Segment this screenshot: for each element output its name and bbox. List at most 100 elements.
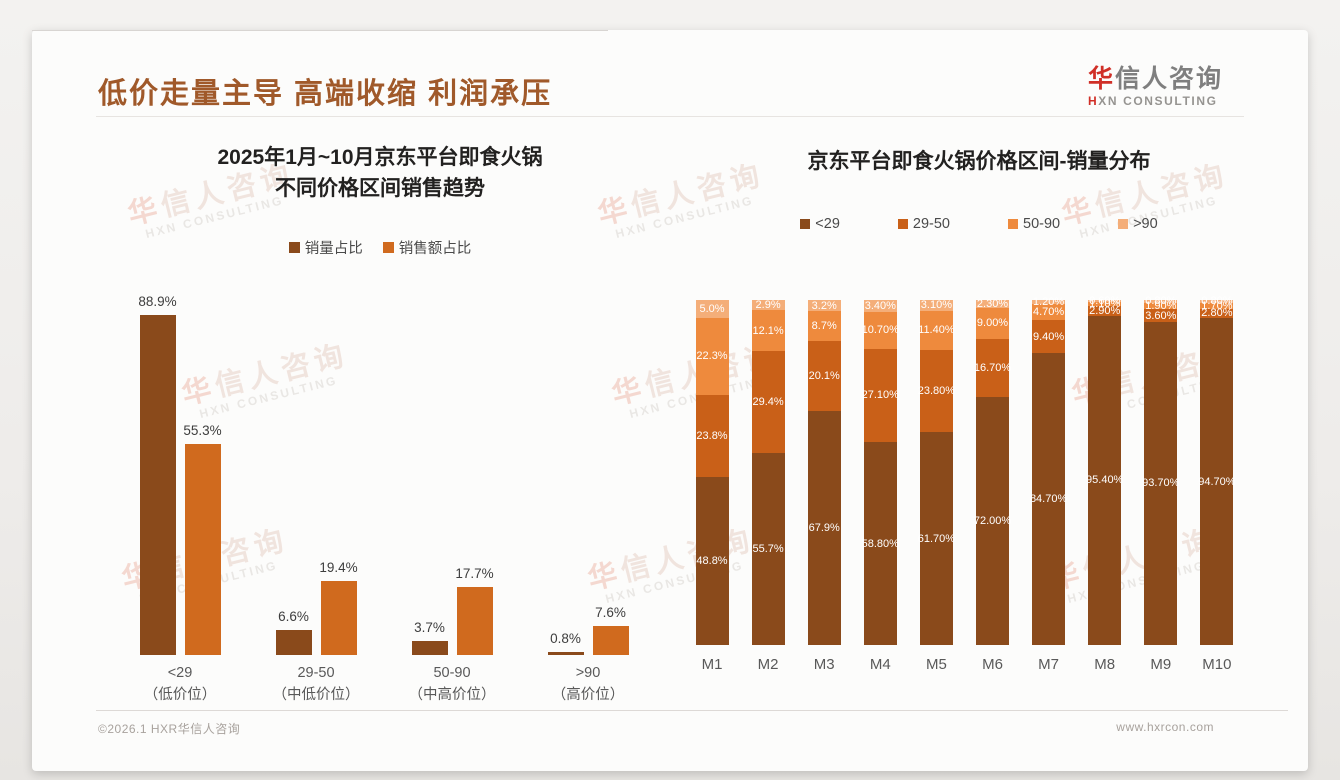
legend-swatch: [1008, 219, 1018, 229]
segment-value-label: 0.60%: [1089, 295, 1121, 308]
segment-value-label: 0.80%: [1201, 295, 1233, 308]
stacked-bar-segment: [919, 310, 953, 351]
month-label: M10: [1202, 656, 1232, 673]
stacked-bar-segment: [695, 317, 729, 395]
category-label-tier: （低价位）: [143, 687, 217, 703]
legend-swatch: [897, 219, 908, 229]
stacked-bar-segment: [976, 396, 1009, 645]
bar-value-label: 6.6%: [278, 608, 309, 624]
left-chart-title-line1: 2025年1月~10月京东平台即食火锅: [217, 146, 543, 169]
segment-value-label: 2.80%: [1201, 307, 1233, 320]
stacked-bar-segment: [1032, 300, 1066, 305]
right-chart-plot: 48.8% 23.8% 22.3% 5.0% M1 55.7% 29.4% 12.1% 2.9%…: [32, 30, 1308, 771]
segment-value-label: 61.70%: [917, 532, 956, 545]
stacked-bar-segment: [863, 311, 897, 349]
brand-logo-en-accent: H: [1088, 94, 1099, 108]
legend-label: 50-90: [1023, 216, 1061, 232]
segment-value-label: 1.20%: [1032, 296, 1065, 309]
bar: [139, 315, 176, 655]
category-label: 50-90 （中高价位）: [409, 662, 496, 706]
stacked-bar-segment: [695, 394, 729, 477]
segment-value-label: 3.40%: [864, 299, 896, 312]
stacked-bar-segment: [1088, 305, 1122, 316]
segment-value-label: 9.00%: [976, 317, 1009, 330]
legend-swatch: [288, 242, 300, 253]
segment-value-label: 55.7%: [752, 542, 784, 555]
brand-logo: 华信人咨询 HXN CONSULTING: [1088, 64, 1248, 109]
page-title: 低价走量主导 高端收缩 利润承压: [98, 78, 553, 110]
legend-swatch: [800, 219, 811, 229]
month-label: M9: [1150, 656, 1172, 673]
legend-label: >90: [1133, 216, 1158, 232]
month-label: M2: [757, 656, 779, 673]
bar: [411, 640, 448, 655]
month-label: M6: [982, 656, 1003, 673]
legend-label: 29-50: [912, 216, 950, 232]
segment-value-label: 29.4%: [752, 396, 784, 409]
brand-logo-chinese: 华信人咨询: [1088, 64, 1248, 94]
segment-value-label: 23.80%: [917, 385, 956, 398]
category-label-tier: （中低价位）: [272, 687, 360, 703]
category-label-range: 50-90: [433, 665, 471, 681]
stacked-bar-segment: [1144, 302, 1178, 310]
stacked-bar-segment: [1200, 308, 1234, 319]
left-chart-plot: 88.9% 55.3% <29 （低价位） 6.6% 19.4% 29-50 （中低价位） 3.…: [32, 30, 1308, 771]
footer-divider: [96, 710, 1288, 711]
segment-value-label: 2.30%: [976, 297, 1009, 310]
bar: [320, 580, 357, 655]
category-label-range: >90: [575, 665, 601, 681]
footer-website: www.hxrcon.com: [1116, 720, 1214, 734]
legend-label: 销量占比: [304, 241, 363, 257]
category-label-tier: （高价位）: [551, 687, 625, 703]
stacked-bar-segment: [1032, 304, 1066, 321]
bar: [184, 443, 221, 655]
right-chart-legend: <29 29-50 50-90 >90: [690, 216, 1268, 232]
bar-value-label: 7.6%: [595, 604, 626, 620]
category-label: <29 （低价位）: [144, 662, 217, 706]
stacked-bar-segment: [1200, 302, 1234, 309]
bar: [592, 625, 629, 655]
stacked-bar-segment: [1144, 309, 1178, 322]
brand-logo-zh-accent: 华: [1088, 65, 1116, 93]
stacked-bar-segment: [1200, 318, 1234, 645]
left-chart-title-line2: 不同价格区间销售趋势: [275, 177, 485, 200]
category-label: >90 （高价位）: [552, 662, 625, 706]
stacked-bar-segment: [919, 432, 953, 645]
stacked-bar-segment: [919, 350, 953, 433]
month-label: M8: [1094, 656, 1116, 673]
stacked-bar-segment: [1200, 300, 1234, 303]
category-label-range: <29: [167, 665, 193, 681]
stacked-bar-segment: [751, 299, 785, 310]
segment-value-label: 12.1%: [752, 324, 784, 337]
legend-label: <29: [815, 216, 840, 232]
stacked-bar-segment: [863, 348, 897, 443]
segment-value-label: 3.60%: [1145, 309, 1177, 322]
legend-item: >90: [1118, 216, 1158, 232]
segment-value-label: 95.40%: [1086, 474, 1124, 487]
legend-item: 销售额占比: [382, 237, 472, 258]
segment-value-label: 3.2%: [811, 299, 837, 312]
segment-value-label: 2.9%: [755, 298, 781, 311]
stacked-bar-segment: [976, 307, 1009, 339]
left-chart-legend: 销量占比 销售额占比: [100, 237, 660, 258]
segment-value-label: 20.1%: [808, 370, 840, 383]
legend-label: 销售额占比: [398, 241, 472, 257]
month-label: M1: [701, 656, 723, 673]
bar-value-label: 3.7%: [414, 619, 445, 635]
segment-value-label: 48.8%: [696, 554, 728, 567]
title-divider: [96, 116, 1244, 117]
legend-swatch: [382, 242, 394, 253]
stacked-bar-segment: [1144, 300, 1178, 303]
category-label-range: 29-50: [297, 665, 335, 681]
brand-logo-english: HXN CONSULTING: [1088, 94, 1248, 109]
right-chart-title: 京东平台即食火锅价格区间-销量分布: [807, 150, 1151, 173]
segment-value-label: 84.70%: [1029, 492, 1068, 505]
stacked-bar-segment: [1088, 302, 1122, 306]
stacked-bar-segment: [751, 351, 785, 453]
segment-value-label: 27.10%: [861, 389, 899, 402]
stacked-bar-segment: [863, 300, 897, 312]
segment-value-label: 3.10%: [920, 299, 952, 312]
stacked-bar-segment: [1088, 300, 1122, 303]
bar-value-label: 0.8%: [550, 630, 581, 646]
segment-value-label: 58.80%: [861, 537, 899, 550]
